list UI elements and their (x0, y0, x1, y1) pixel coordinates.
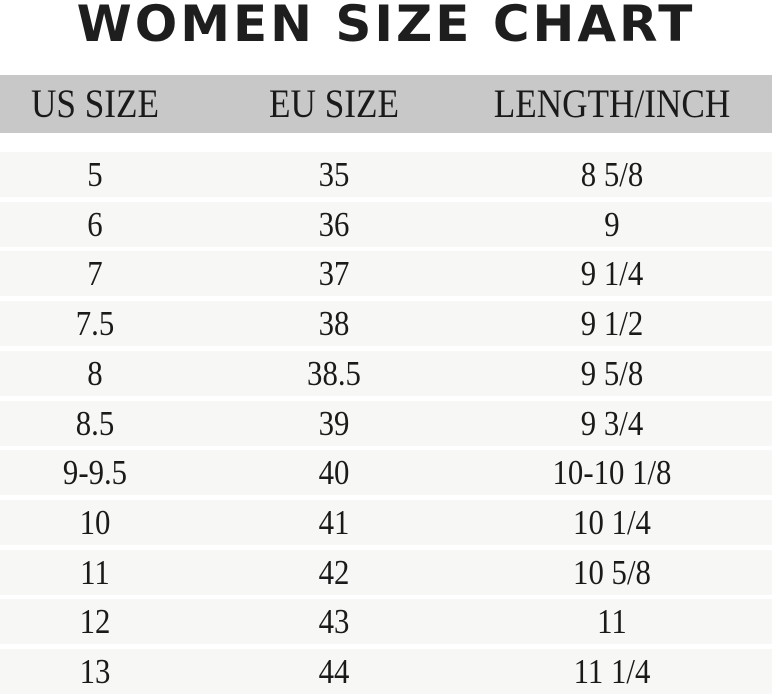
cell-length: 9 (604, 204, 620, 244)
column-header-us-size: US SIZE (30, 81, 160, 126)
cell-eu-size: 42 (318, 552, 350, 592)
column-header-eu-size: EU SIZE (268, 81, 400, 126)
cell-us-size: 11 (80, 552, 110, 592)
table-header: US SIZE EU SIZE LENGTH/INCH (0, 75, 772, 133)
table-row: 12 43 11 (0, 599, 772, 645)
cell-us-size: 10 (79, 502, 111, 542)
cell-eu-size: 38 (318, 304, 350, 344)
cell-us-size: 7.5 (75, 304, 115, 344)
table-row: 11 42 10 5/8 (0, 549, 772, 595)
cell-length: 10-10 1/8 (552, 453, 672, 493)
cell-eu-size: 44 (318, 652, 350, 691)
cell-length: 9 3/4 (580, 403, 644, 443)
cell-us-size: 6 (87, 204, 103, 244)
cell-eu-size: 40 (318, 453, 350, 493)
cell-us-size: 5 (87, 155, 103, 194)
cell-length: 10 5/8 (573, 552, 651, 592)
table-row: 8.5 39 9 3/4 (0, 400, 772, 446)
table-row: 9-9.5 40 10-10 1/8 (0, 450, 772, 496)
cell-us-size: 12 (79, 602, 111, 642)
table-row: 6 36 9 (0, 201, 772, 247)
table-row: 7.5 38 9 1/2 (0, 301, 772, 347)
cell-us-size: 7 (87, 254, 103, 294)
cell-eu-size: 35 (318, 155, 350, 194)
table-row: 10 41 10 1/4 (0, 499, 772, 545)
column-header-length: LENGTH/INCH (493, 81, 731, 126)
cell-eu-size: 41 (318, 502, 350, 542)
cell-eu-size: 36 (318, 204, 350, 244)
cell-us-size: 9-9.5 (62, 453, 128, 493)
cell-eu-size: 37 (318, 254, 350, 294)
page-title: WOMEN SIZE CHART (76, 0, 696, 53)
cell-eu-size: 39 (318, 403, 350, 443)
cell-length: 8 5/8 (580, 155, 644, 194)
cell-us-size: 13 (79, 652, 111, 691)
cell-length: 11 1/4 (573, 652, 651, 691)
cell-us-size: 8.5 (75, 403, 115, 443)
cell-length: 9 1/4 (580, 254, 644, 294)
cell-length: 10 1/4 (573, 502, 651, 542)
cell-us-size: 8 (87, 353, 103, 393)
table-row: 8 38.5 9 5/8 (0, 350, 772, 396)
cell-length: 9 5/8 (580, 353, 644, 393)
cell-eu-size: 43 (318, 602, 350, 642)
table-row: 7 37 9 1/4 (0, 251, 772, 297)
cell-length: 9 1/2 (580, 304, 644, 344)
cell-eu-size: 38.5 (307, 353, 361, 393)
table-row: 13 44 11 1/4 (0, 649, 772, 694)
cell-length: 11 (597, 602, 627, 642)
table-row: 5 35 8 5/8 (0, 152, 772, 197)
